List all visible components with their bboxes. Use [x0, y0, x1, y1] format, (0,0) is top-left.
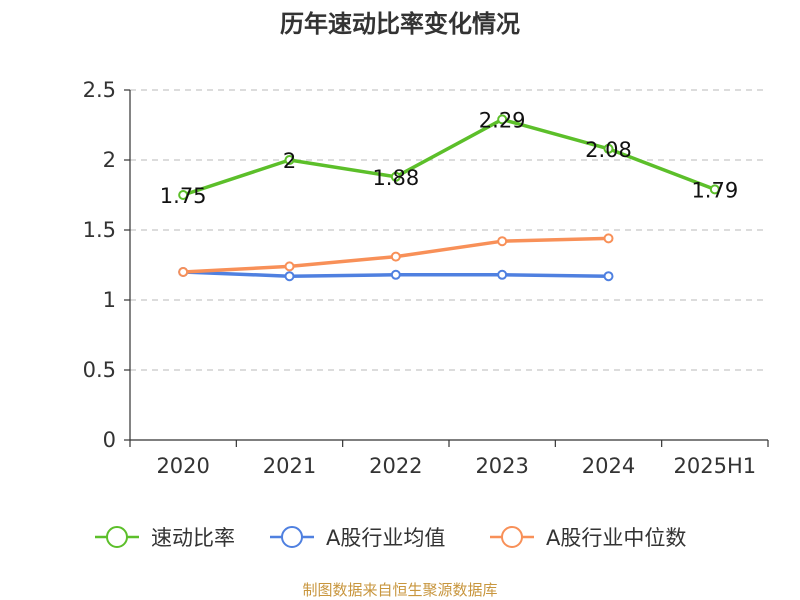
legend-marker-0 [106, 526, 128, 548]
x-tick-label: 2020 [156, 454, 209, 478]
legend-marker-2 [501, 526, 523, 548]
series-line-0 [182, 117, 716, 197]
data-point [284, 271, 295, 282]
data-point [497, 114, 508, 125]
x-tick-label: 2024 [582, 454, 635, 478]
data-point [603, 271, 614, 282]
y-tick-label: 0.5 [83, 358, 116, 382]
gridlines [130, 89, 768, 371]
y-tick-label: 1.5 [83, 218, 116, 242]
data-point [497, 269, 508, 280]
y-tick-label: 2.5 [83, 78, 116, 102]
legend-label-0: 速动比率 [151, 526, 235, 550]
data-point [603, 233, 614, 244]
series-group [178, 114, 720, 282]
data-point [178, 190, 189, 200]
data-label: 1.79 [691, 178, 738, 202]
data-labels: 1.75 2 1.88 2.29 2.08 1.79 [160, 108, 738, 208]
data-point [284, 155, 295, 165]
x-tick-label: 2021 [263, 454, 316, 478]
y-tick-label: 1 [103, 288, 116, 312]
data-point [390, 269, 401, 280]
x-tick-label: 2022 [369, 454, 422, 478]
data-point [497, 236, 508, 247]
data-label: 1.75 [160, 184, 207, 208]
data-point [709, 184, 720, 195]
x-tick-label: 2025H1 [674, 454, 757, 478]
data-label: 2 [283, 149, 296, 173]
data-label: 1.88 [372, 166, 419, 190]
data-label: 2.08 [585, 138, 632, 162]
legend-label-2: A股行业中位数 [546, 526, 686, 550]
chart-title: 历年速动比率变化情况 [280, 10, 520, 38]
data-point [390, 251, 401, 262]
legend[interactable]: 速动比率 A股行业均值 A股行业中位数 [95, 526, 686, 550]
data-point [390, 171, 401, 182]
axes: 0 0.5 1 1.5 2 2.5 2020 2021 2022 2023 2024 2025H1 [83, 78, 769, 478]
x-tick-label: 2023 [475, 454, 528, 478]
legend-label-1: A股行业均值 [326, 526, 445, 550]
data-point [284, 261, 295, 272]
y-tick-label: 0 [103, 428, 116, 452]
source-note: 制图数据来自恒生聚源数据库 [302, 581, 497, 599]
data-point [178, 267, 189, 277]
data-point [603, 143, 614, 154]
y-tick-label: 2 [103, 148, 116, 172]
legend-marker-1 [281, 526, 303, 548]
data-label: 2.29 [479, 108, 526, 132]
